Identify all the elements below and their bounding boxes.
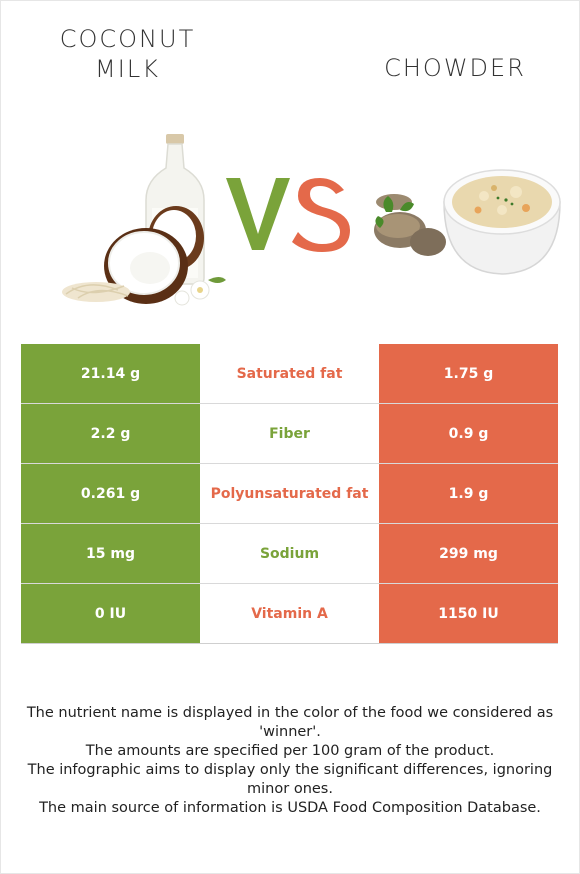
nutrient-name: Vitamin A bbox=[200, 584, 379, 643]
coconut-milk-value: 15 mg bbox=[21, 524, 200, 583]
table-row: 21.14 g Saturated fat 1.75 g bbox=[21, 344, 558, 404]
table-row: 0.261 g Polyunsaturated fat 1.9 g bbox=[21, 464, 558, 524]
table-row: 15 mg Sodium 299 mg bbox=[21, 524, 558, 584]
left-title-line2: MILK bbox=[95, 55, 160, 83]
nutrient-name: Sodium bbox=[200, 524, 379, 583]
nutrient-name: Fiber bbox=[200, 404, 379, 463]
note-source: The main source of information is USDA F… bbox=[39, 800, 541, 816]
coconut-milk-image bbox=[62, 134, 226, 306]
nutrient-name: Saturated fat bbox=[200, 344, 379, 403]
nutrient-name: Polyunsaturated fat bbox=[200, 464, 379, 523]
chowder-value: 1.9 g bbox=[379, 464, 558, 523]
chowder-value: 0.9 g bbox=[379, 404, 558, 463]
table-row: 0 IU Vitamin A 1150 IU bbox=[21, 584, 558, 644]
right-food-title: CHOWDER bbox=[384, 54, 526, 82]
chowder-value: 299 mg bbox=[379, 524, 558, 583]
coconut-milk-value: 0.261 g bbox=[21, 464, 200, 523]
coconut-milk-value: 21.14 g bbox=[21, 344, 200, 403]
note-significant-differences: The infographic aims to display only the… bbox=[27, 762, 553, 797]
vs-graphic: VS bbox=[226, 178, 350, 252]
chowder-value: 1150 IU bbox=[379, 584, 558, 643]
chowder-value: 1.75 g bbox=[379, 344, 558, 403]
chowder-image bbox=[374, 169, 561, 275]
left-food-title: COCONUT MILK bbox=[40, 24, 215, 84]
coconut-milk-value: 2.2 g bbox=[21, 404, 200, 463]
left-title-line1: COCONUT bbox=[59, 25, 196, 53]
comparison-table: 21.14 g Saturated fat 1.75 g 2.2 g Fiber 0.9 … bbox=[21, 344, 558, 644]
table-row: 2.2 g Fiber 0.9 g bbox=[21, 404, 558, 464]
note-winner-color: The nutrient name is displayed in the co… bbox=[26, 705, 554, 740]
note-per-100g: The amounts are specified per 100 gram o… bbox=[85, 743, 495, 759]
footnotes: The nutrient name is displayed in the co… bbox=[20, 704, 560, 818]
coconut-milk-value: 0 IU bbox=[21, 584, 200, 643]
